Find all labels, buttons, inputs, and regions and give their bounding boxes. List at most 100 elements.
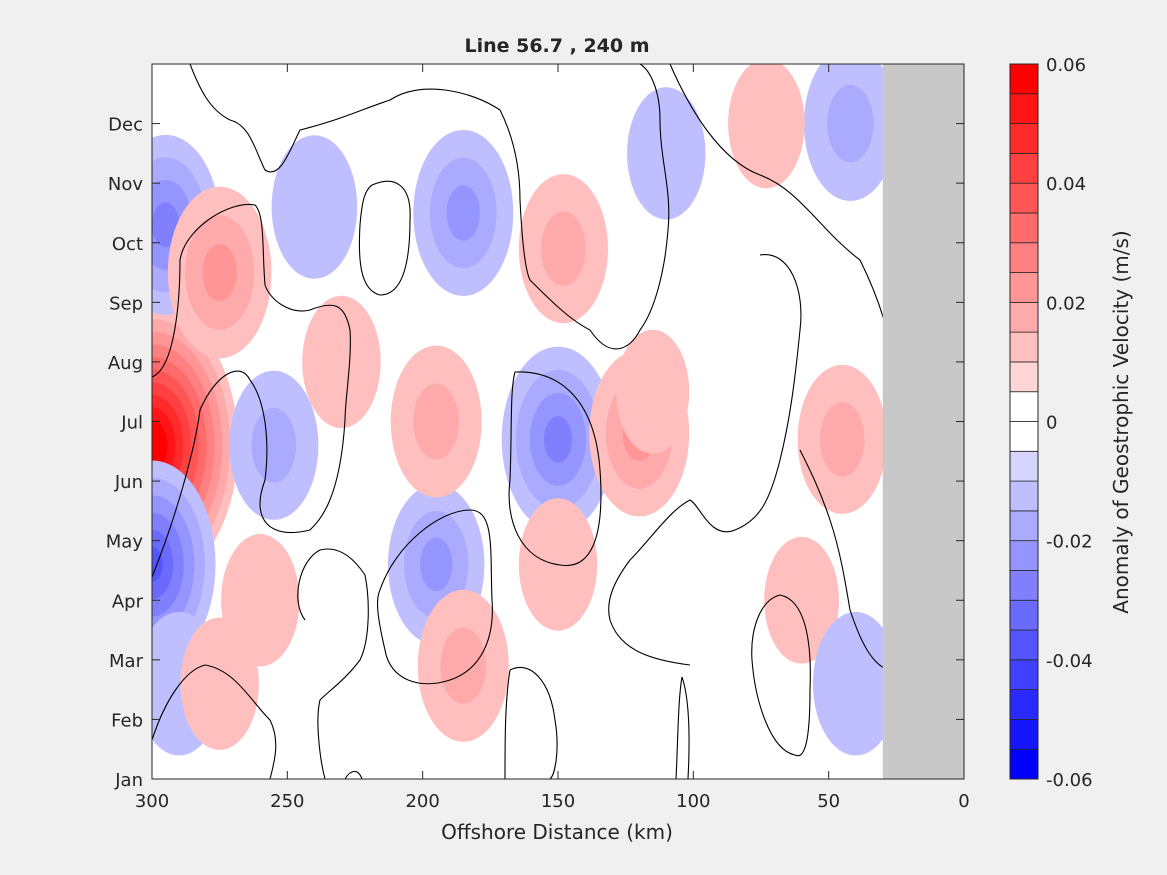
zero-contour bbox=[669, 64, 885, 321]
y-tick-label: Oct bbox=[112, 234, 143, 255]
anomaly-band bbox=[819, 402, 865, 477]
colorbar-tick-label: 0.02 bbox=[1046, 293, 1086, 314]
colorbar-tick-label: 0.06 bbox=[1046, 55, 1086, 76]
zero-contour bbox=[608, 254, 802, 666]
zero-contour bbox=[376, 509, 493, 685]
anomaly-feature bbox=[627, 87, 706, 220]
colorbar-segment bbox=[1009, 599, 1039, 631]
chart-title: Line 56.7 , 240 m bbox=[464, 35, 649, 57]
anomaly-band bbox=[152, 432, 160, 458]
colorbar-segment bbox=[1009, 93, 1039, 124]
x-tick-label: 0 bbox=[958, 791, 969, 812]
anomaly-band bbox=[251, 408, 297, 483]
colorbar-segment bbox=[1009, 272, 1039, 303]
colorbar-segment bbox=[1009, 212, 1039, 244]
anomaly-feature bbox=[812, 611, 899, 756]
y-tick-label: Jul bbox=[120, 413, 143, 434]
anomaly-feature bbox=[167, 186, 272, 359]
anomaly-band bbox=[812, 611, 899, 756]
anomaly-band bbox=[627, 87, 706, 220]
colorbar-segment bbox=[1009, 391, 1039, 422]
anomaly-band bbox=[302, 295, 381, 429]
y-tick-label: Feb bbox=[111, 710, 143, 731]
y-tick-label: May bbox=[106, 532, 144, 553]
zero-contour bbox=[344, 770, 363, 779]
zero-contour bbox=[508, 371, 602, 567]
anomaly-band bbox=[764, 536, 839, 664]
colorbar-tick-label: -0.06 bbox=[1046, 770, 1093, 791]
zero-contour bbox=[189, 64, 670, 350]
anomaly-feature bbox=[616, 329, 690, 454]
anomaly-band bbox=[413, 383, 460, 460]
anomaly-band bbox=[827, 84, 874, 163]
plot-area bbox=[151, 63, 965, 780]
y-tick-label: Jan bbox=[114, 770, 143, 791]
colorbar-tick-label: 0.04 bbox=[1046, 174, 1086, 195]
colorbar-segment bbox=[1009, 301, 1039, 333]
colorbar-segment bbox=[1009, 242, 1039, 273]
y-axis: Jan Feb Mar Apr May Jun Jul Aug Sep Oct Nov Dec bbox=[106, 115, 964, 791]
colorbar-segment bbox=[1009, 361, 1039, 393]
x-tick-label: 100 bbox=[676, 791, 710, 812]
colorbar-segment bbox=[1009, 331, 1039, 363]
anomaly-band bbox=[152, 202, 180, 248]
y-tick-label: Dec bbox=[108, 115, 143, 136]
anomaly-feature bbox=[764, 536, 839, 664]
y-tick-label: Aug bbox=[108, 353, 143, 374]
y-tick-label: Sep bbox=[109, 293, 143, 314]
anomaly-band bbox=[420, 537, 453, 592]
anomaly-feature bbox=[390, 345, 482, 498]
no-data-region bbox=[882, 64, 964, 779]
colorbar-tick-label: -0.02 bbox=[1046, 532, 1093, 553]
colorbar-segment bbox=[1009, 450, 1039, 482]
y-tick-label: Jun bbox=[114, 472, 143, 493]
anomaly-feature bbox=[302, 295, 381, 429]
zero-contour bbox=[675, 676, 690, 779]
y-tick-label: Mar bbox=[109, 651, 144, 672]
anomaly-feature bbox=[417, 589, 509, 742]
anomaly-feature bbox=[803, 64, 897, 201]
x-tick-label: 150 bbox=[541, 791, 575, 812]
x-tick-label: 250 bbox=[270, 791, 304, 812]
zero-contour bbox=[799, 449, 885, 669]
zero-contour bbox=[152, 664, 277, 779]
colorbar-segment bbox=[1009, 570, 1039, 601]
colorbar-segment bbox=[1009, 719, 1039, 750]
anomaly-feature bbox=[221, 534, 300, 667]
anomaly-band bbox=[446, 185, 480, 241]
colorbar-segment bbox=[1009, 748, 1039, 780]
anomaly-band bbox=[271, 135, 358, 279]
anomaly-feature bbox=[728, 64, 805, 189]
zero-contour bbox=[297, 548, 369, 779]
anomaly-band bbox=[221, 534, 300, 667]
colorbar-segment bbox=[1009, 152, 1039, 184]
anomaly-feature bbox=[797, 364, 887, 514]
x-axis: 300 250 200 150 100 50 0 bbox=[135, 64, 970, 812]
anomaly-feature bbox=[501, 346, 615, 533]
velocity-field bbox=[152, 64, 899, 756]
x-tick-label: 50 bbox=[817, 791, 840, 812]
colorbar-segment bbox=[1009, 540, 1039, 571]
anomaly-feature bbox=[271, 135, 358, 279]
colorbar-tick-label: -0.04 bbox=[1046, 651, 1093, 672]
zero-contour bbox=[152, 203, 351, 578]
anomaly-feature bbox=[413, 129, 514, 296]
colorbar-ticks: -0.06 -0.04 -0.02 0 0.02 0.04 0.06 bbox=[1046, 55, 1093, 791]
colorbar-tick-label: 0 bbox=[1046, 413, 1057, 434]
x-tick-label: 200 bbox=[405, 791, 439, 812]
colorbar-segment bbox=[1009, 659, 1039, 691]
colorbar-segment bbox=[1009, 421, 1039, 452]
colorbar-segment bbox=[1009, 689, 1039, 720]
colorbar-segment bbox=[1009, 510, 1039, 542]
colorbar-segment bbox=[1009, 123, 1039, 154]
zero-contour bbox=[504, 666, 558, 779]
anomaly-band bbox=[202, 243, 237, 302]
colorbar-segment bbox=[1009, 63, 1039, 95]
zero-contour bbox=[751, 594, 811, 757]
zero-contour bbox=[358, 180, 411, 296]
colorbar-segment bbox=[1009, 629, 1039, 661]
x-tick-label: 300 bbox=[135, 791, 169, 812]
anomaly-band bbox=[541, 211, 586, 287]
anomaly-band bbox=[616, 329, 690, 454]
